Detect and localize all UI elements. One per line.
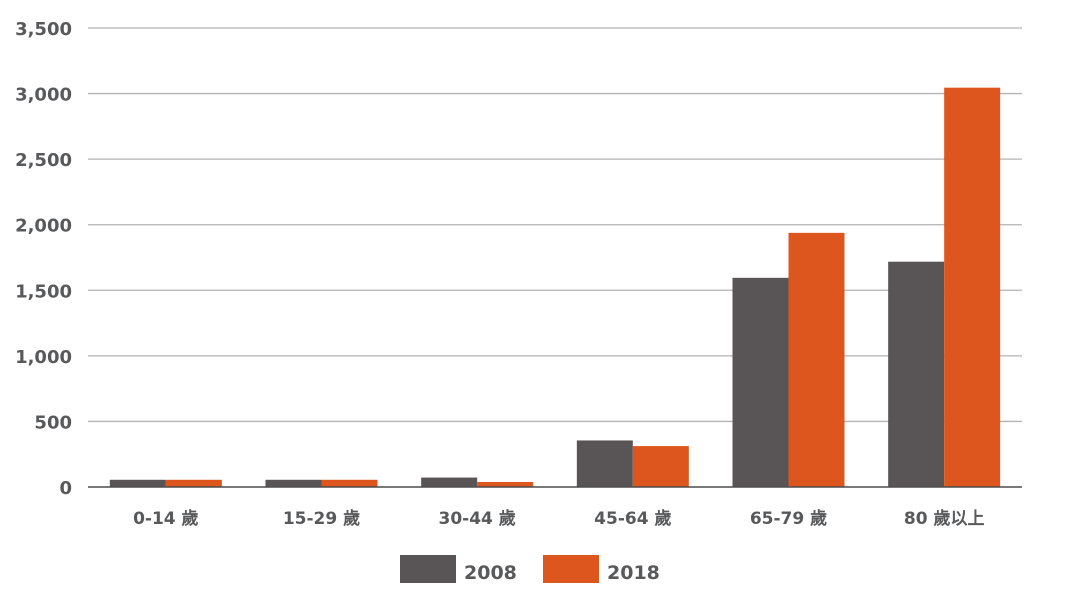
y-axis-tick-labels: 0 500 1,000 1,500 2,000 2,500 3,000 3,500	[15, 19, 72, 499]
bar-2018-1	[321, 479, 378, 487]
y-tick-label: 3,500	[15, 19, 72, 40]
legend-swatch-2018	[543, 555, 599, 583]
y-tick-label: 1,500	[15, 281, 72, 302]
bar-2008-5	[888, 261, 945, 487]
y-tick-label: 2,000	[15, 216, 72, 237]
y-tick-label: 500	[34, 412, 72, 433]
legend: 2008 2018	[400, 555, 660, 584]
bar-2008-2	[421, 477, 478, 487]
y-tick-label: 3,000	[15, 85, 72, 106]
bar-2008-1	[265, 479, 322, 487]
bar-2018-5	[944, 87, 1001, 488]
bars	[109, 87, 1001, 488]
y-tick-label: 2,500	[15, 150, 72, 171]
legend-label-2008: 2008	[464, 562, 517, 584]
bar-2018-2	[477, 482, 534, 487]
bar-2008-0	[109, 479, 166, 487]
bar-2018-4	[788, 232, 845, 487]
y-tick-label: 0	[59, 478, 72, 499]
x-axis-category-labels: 0-14 歲 15-29 歲 30-44 歲 45-64 歲 65-79 歲 80 歲以上	[133, 508, 984, 529]
bar-2008-4	[732, 277, 789, 487]
y-tick-label: 1,000	[15, 347, 72, 368]
x-category-label: 45-64 歲	[594, 508, 671, 529]
bar-2018-3	[632, 446, 689, 487]
x-category-label: 15-29 歲	[283, 508, 360, 529]
gridlines	[88, 27, 1022, 423]
bar-2018-0	[165, 479, 222, 487]
x-category-label: 0-14 歲	[133, 508, 198, 529]
x-category-label: 80 歲以上	[904, 508, 985, 529]
x-category-label: 30-44 歲	[439, 508, 516, 529]
legend-label-2018: 2018	[607, 562, 660, 584]
bar-2008-3	[576, 440, 633, 487]
legend-swatch-2008	[400, 555, 456, 583]
x-category-label: 65-79 歲	[750, 508, 827, 529]
